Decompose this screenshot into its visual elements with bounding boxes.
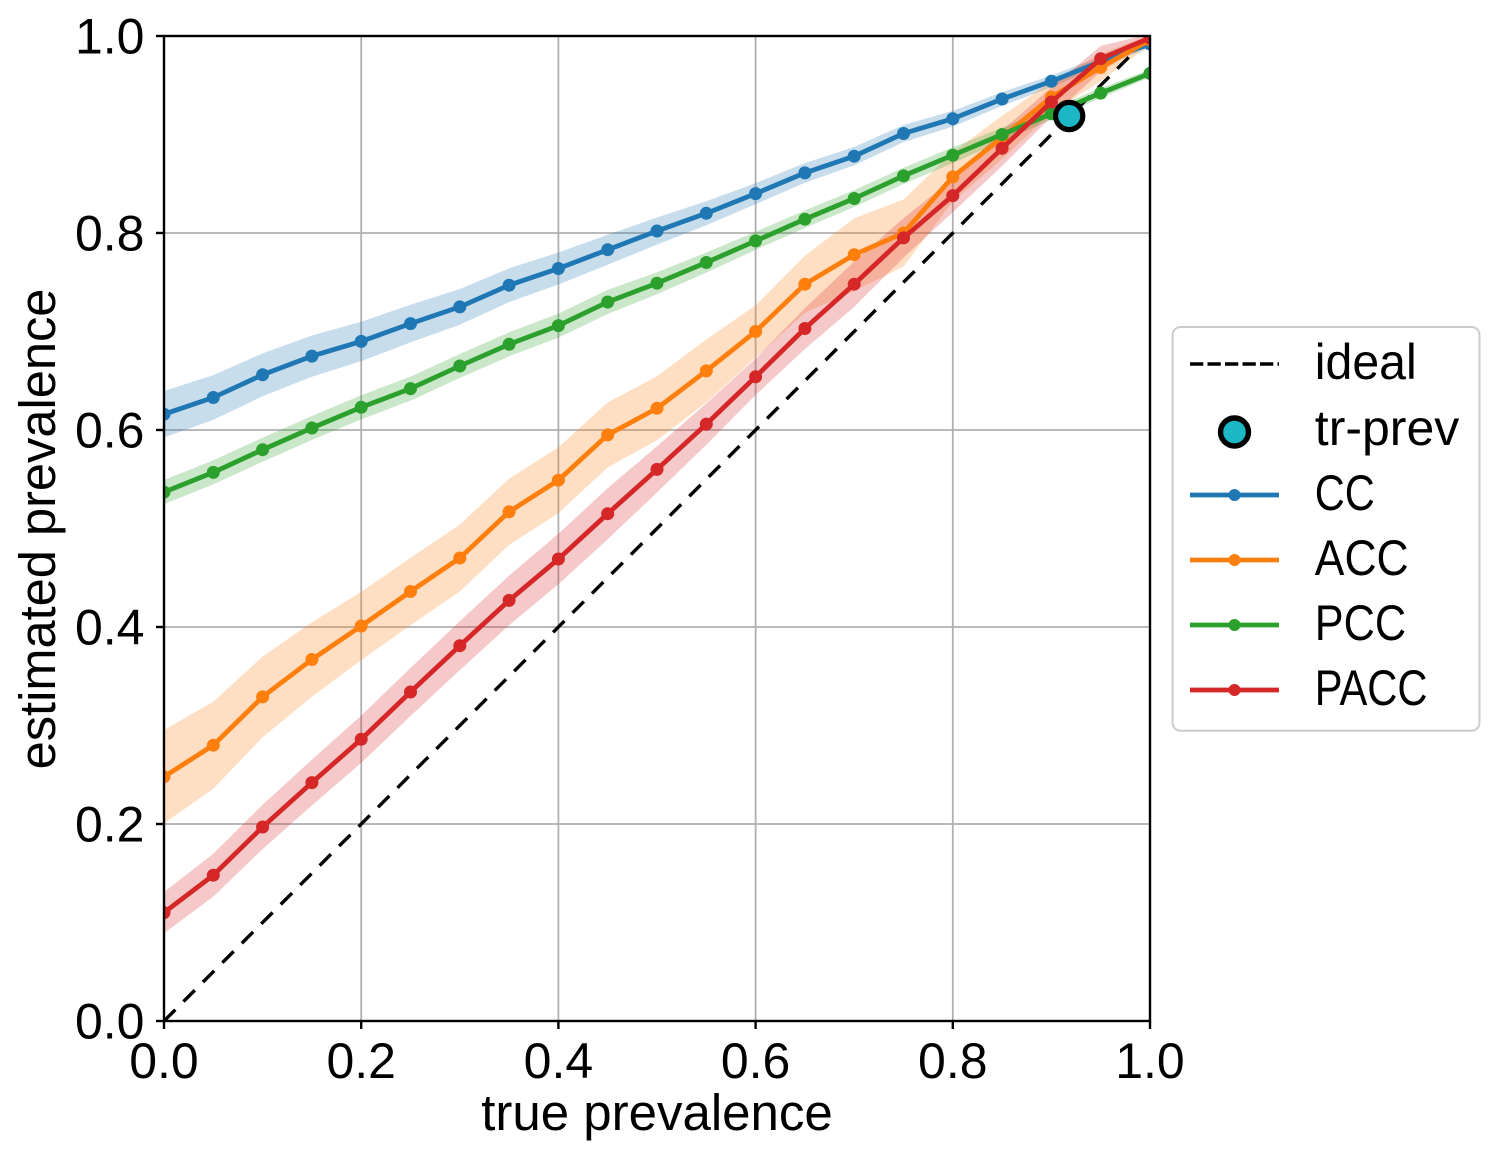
svg-text:0.2: 0.2 [326, 1033, 396, 1089]
svg-text:CC: CC [1315, 464, 1375, 521]
svg-text:0.4: 0.4 [524, 1033, 594, 1089]
svg-text:0.6: 0.6 [75, 403, 145, 459]
svg-text:ideal: ideal [1315, 335, 1417, 390]
svg-text:0.8: 0.8 [918, 1033, 988, 1089]
svg-text:0.8: 0.8 [75, 206, 145, 262]
svg-text:1.0: 1.0 [75, 9, 145, 65]
svg-text:tr-prev: tr-prev [1315, 400, 1459, 456]
svg-text:0.0: 0.0 [75, 994, 145, 1050]
svg-text:true prevalence: true prevalence [481, 1084, 833, 1141]
svg-text:PACC: PACC [1315, 659, 1428, 716]
svg-text:1.0: 1.0 [1115, 1033, 1185, 1089]
svg-text:0.0: 0.0 [129, 1033, 199, 1089]
svg-text:0.4: 0.4 [75, 600, 145, 656]
svg-text:estimated prevalence: estimated prevalence [9, 289, 66, 770]
svg-text:PCC: PCC [1315, 595, 1406, 651]
svg-text:0.6: 0.6 [721, 1033, 791, 1089]
svg-text:0.2: 0.2 [75, 797, 145, 853]
svg-text:ACC: ACC [1315, 531, 1409, 587]
